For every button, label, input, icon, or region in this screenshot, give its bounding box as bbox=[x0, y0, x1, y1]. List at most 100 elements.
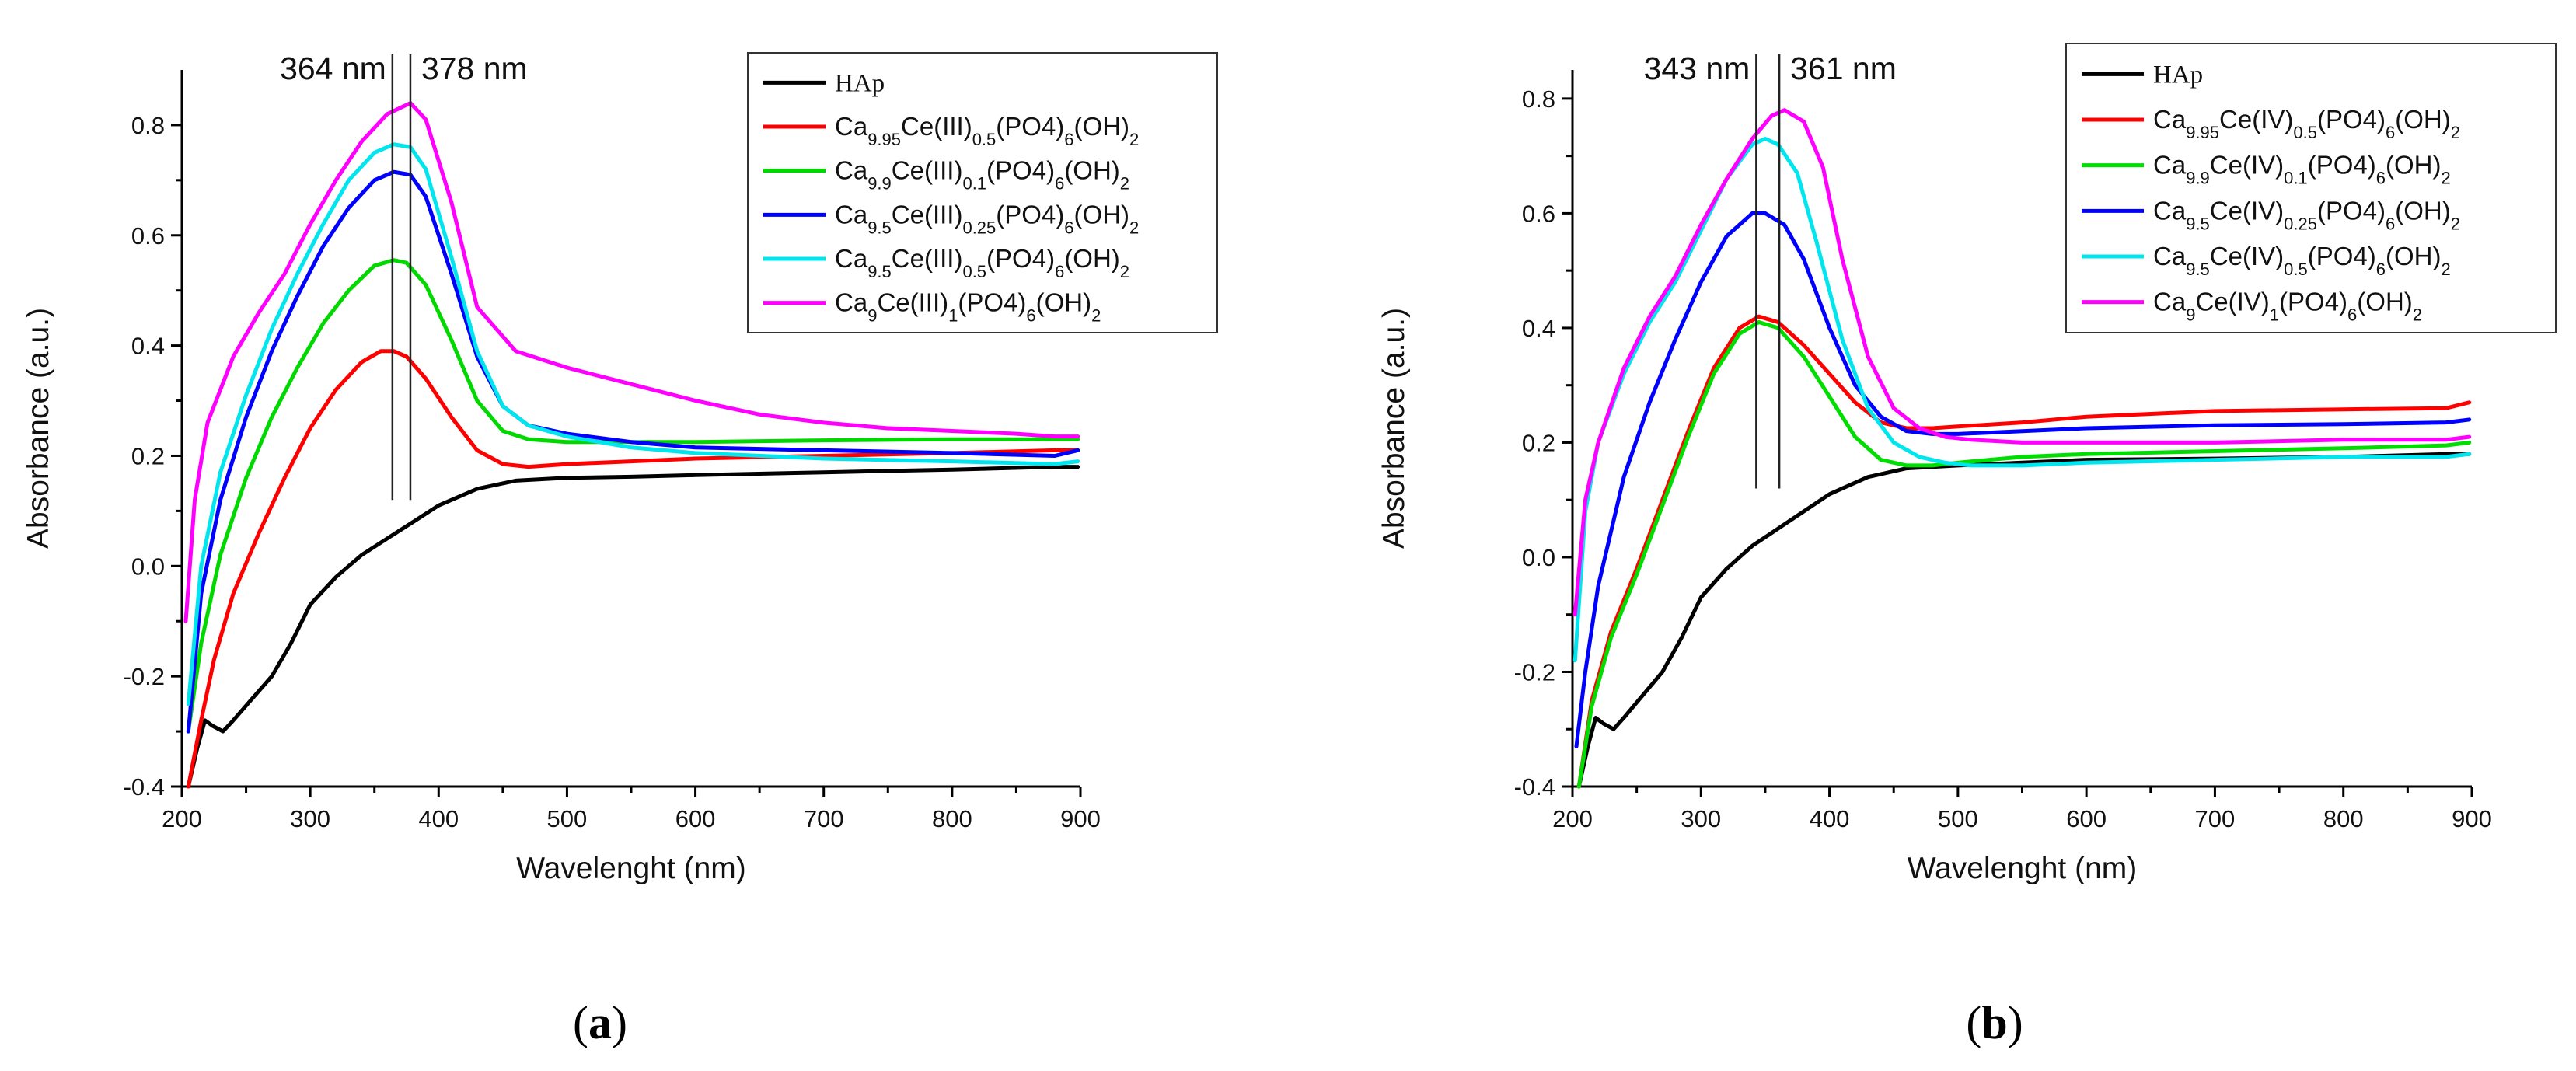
legend-label-part: Ce(IV) bbox=[2195, 288, 2269, 316]
legend-label-part: (PO4) bbox=[2308, 242, 2376, 270]
series-line-b-0 bbox=[1576, 452, 2472, 789]
y-tick-label-a: 0.2 bbox=[131, 442, 165, 469]
series-line-a-4 bbox=[186, 142, 1080, 706]
legend-label-part: (PO4) bbox=[996, 112, 1064, 141]
legend-label-part: (OH) bbox=[2386, 242, 2441, 270]
x-tick-label-a-200: 200 bbox=[162, 805, 202, 832]
legend-box-a bbox=[747, 52, 1218, 333]
legend-label-part: 0.5 bbox=[2284, 260, 2308, 279]
y-tick-label-b: 0.6 bbox=[1522, 200, 1555, 227]
legend-label-part: (OH) bbox=[2395, 105, 2450, 134]
legend-label-part: Ca bbox=[2153, 196, 2187, 225]
legend-label-part: HAp bbox=[2153, 61, 2203, 89]
series-line-b-1 bbox=[1576, 314, 2472, 789]
legend-label-part: (OH) bbox=[1074, 200, 1129, 229]
legend-label-part: Ca bbox=[2153, 288, 2187, 316]
legend-label-b-0: HAp bbox=[2153, 61, 2203, 89]
legend-label-b-3: Ca9.5Ce(IV)0.25(PO4)6(OH)2 bbox=[2153, 196, 2460, 233]
legend-label-part: 2 bbox=[2441, 168, 2450, 187]
legend-label-part: Ca bbox=[835, 288, 868, 317]
peak-marker-label-a-0: 364 nm bbox=[280, 51, 386, 86]
legend-label-part: 9.95 bbox=[867, 130, 901, 149]
legend-label-part: 9.5 bbox=[2186, 260, 2210, 279]
legend-label-part: 6 bbox=[2376, 260, 2386, 279]
legend-label-part: 9.5 bbox=[867, 262, 892, 281]
legend-label-part: (PO4) bbox=[986, 156, 1055, 185]
legend-label-part: 9 bbox=[867, 305, 877, 325]
x-tick-label-a-400: 400 bbox=[418, 805, 459, 832]
x-tick-label-a-300: 300 bbox=[290, 805, 330, 832]
y-axis-title-b: Absorbance (a.u.) bbox=[1377, 308, 1411, 549]
legend-label-part: (OH) bbox=[2357, 288, 2412, 316]
y-tick-label-b: -0.4 bbox=[1514, 773, 1555, 801]
peak-marker-label-b-0: 343 nm bbox=[1644, 51, 1750, 86]
series-line-b-2 bbox=[1576, 320, 2472, 789]
legend-label-part: 0.5 bbox=[972, 130, 997, 149]
legend-label-a-2: Ca9.9Ce(III)0.1(PO4)6(OH)2 bbox=[835, 156, 1129, 194]
legend-label-part: 2 bbox=[1091, 305, 1101, 325]
legend-label-part: Ce(IV) bbox=[2210, 196, 2284, 225]
y-tick-label-a: 0.6 bbox=[131, 222, 165, 249]
x-tick-label-a-500: 500 bbox=[547, 805, 588, 832]
legend-label-a-5: Ca9Ce(III)1(PO4)6(OH)2 bbox=[835, 288, 1101, 326]
panel-label-a: (a) bbox=[573, 997, 627, 1048]
legend-label-part: 2 bbox=[1129, 130, 1139, 149]
legend-label-part: 6 bbox=[2347, 305, 2357, 324]
legend-label-b-2: Ca9.9Ce(IV)0.1(PO4)6(OH)2 bbox=[2153, 151, 2451, 188]
legend-label-part: 6 bbox=[2386, 214, 2395, 233]
legend-label-part: 6 bbox=[1026, 305, 1035, 325]
legend-label-part: Ce(IV) bbox=[2219, 105, 2293, 134]
series-line-b-4 bbox=[1572, 137, 2472, 663]
y-tick-label-a: 0.8 bbox=[131, 112, 165, 139]
legend-label-part: 9.5 bbox=[867, 218, 892, 237]
legend-label-part: 6 bbox=[1055, 173, 1064, 193]
x-tick-label-a-700: 700 bbox=[804, 805, 844, 832]
legend-label-a-1: Ca9.95Ce(III)0.5(PO4)6(OH)2 bbox=[835, 112, 1139, 149]
legend-label-b-1: Ca9.95Ce(IV)0.5(PO4)6(OH)2 bbox=[2153, 105, 2460, 142]
y-tick-label-a: -0.2 bbox=[124, 663, 165, 690]
legend-label-part: Ce(III) bbox=[892, 200, 963, 229]
panel-label-part: b bbox=[1981, 997, 2007, 1048]
legend-label-a-4: Ca9.5Ce(III)0.5(PO4)6(OH)2 bbox=[835, 244, 1129, 281]
x-axis-title-a: Wavelenght (nm) bbox=[516, 852, 746, 885]
panel-label-b: (b) bbox=[1966, 997, 2023, 1048]
legend-label-part: (OH) bbox=[1064, 244, 1119, 273]
legend-label-part: (PO4) bbox=[2317, 105, 2386, 134]
x-tick-label-b-900: 900 bbox=[2452, 805, 2492, 832]
peak-marker-label-b-1: 361 nm bbox=[1790, 51, 1897, 86]
legend-label-part: (PO4) bbox=[958, 288, 1026, 317]
legend-label-part: 9.9 bbox=[2186, 168, 2210, 187]
y-tick-label-b: -0.2 bbox=[1514, 658, 1555, 686]
legend-label-part: 0.25 bbox=[962, 218, 996, 237]
legend-label-part: Ca bbox=[2153, 151, 2187, 180]
series-line-b-3 bbox=[1574, 211, 2472, 748]
legend-label-part: (PO4) bbox=[2308, 151, 2376, 180]
legend-box-b bbox=[2065, 43, 2557, 333]
legend-label-part: 9.9 bbox=[867, 173, 892, 193]
legend-label-part: 2 bbox=[1129, 218, 1139, 237]
panel-label-part: a bbox=[588, 997, 612, 1048]
chart-panel-b: 200 300 400 500 600 700 800 900 -0.4 -0.2 0.0 0.2 0.… bbox=[1377, 43, 2557, 1048]
panel-label-part: ) bbox=[612, 997, 627, 1048]
y-tick-label-a: 0.4 bbox=[131, 333, 165, 360]
panel-label-part: ( bbox=[573, 997, 588, 1048]
x-tick-label-a-900: 900 bbox=[1060, 805, 1101, 832]
panel-label-part: ( bbox=[1966, 997, 1981, 1048]
legend-label-part: (PO4) bbox=[996, 200, 1064, 229]
series-line-b-5 bbox=[1572, 108, 2472, 617]
x-tick-label-a-600: 600 bbox=[675, 805, 716, 832]
legend-label-part: 6 bbox=[2386, 123, 2395, 142]
x-tick-label-b-800: 800 bbox=[2323, 805, 2364, 832]
legend-label-part: 1 bbox=[2270, 305, 2279, 324]
legend-label-part: 6 bbox=[1064, 130, 1073, 149]
x-tick-label-b-400: 400 bbox=[1810, 805, 1850, 832]
legend-label-part: 0.25 bbox=[2284, 214, 2317, 233]
y-tick-label-b: 0.2 bbox=[1522, 429, 1555, 456]
legend-label-part: (OH) bbox=[2386, 151, 2441, 180]
legend-label-part: Ca bbox=[835, 200, 868, 229]
legend-label-part: (OH) bbox=[1074, 112, 1129, 141]
x-axis-title-b: Wavelenght (nm) bbox=[1908, 852, 2138, 885]
legend-label-part: HAp bbox=[835, 69, 885, 97]
legend-label-part: (PO4) bbox=[2317, 196, 2386, 225]
x-tick-label-b-300: 300 bbox=[1681, 805, 1721, 832]
